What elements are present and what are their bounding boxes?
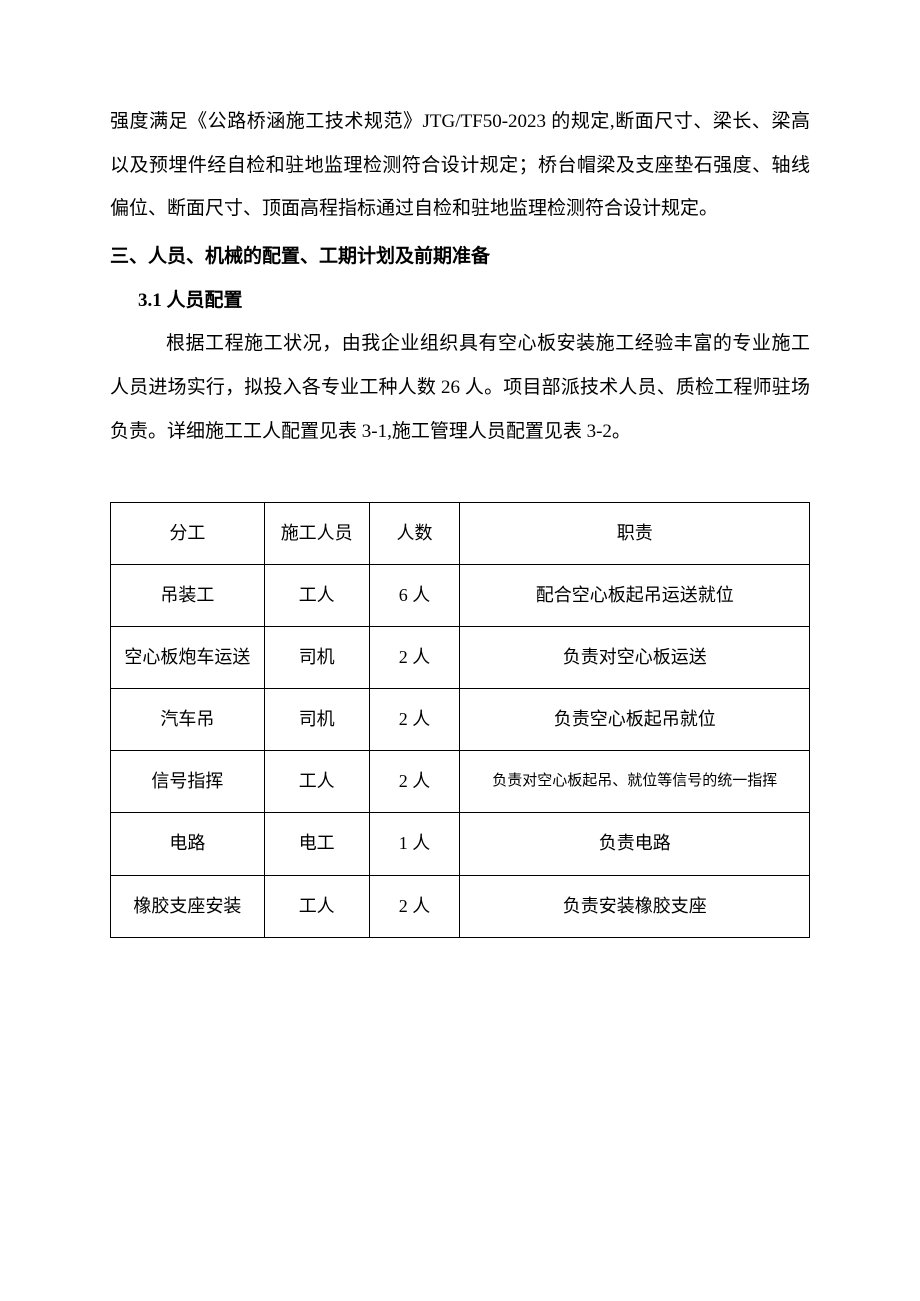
table-row: 电路电工1 人负责电路 — [111, 813, 810, 875]
personnel-table: 分工 施工人员 人数 职责 吊装工工人6 人配合空心板起吊运送就位空心板炮车运送… — [110, 502, 810, 938]
table-cell: 空心板炮车运送 — [111, 626, 265, 688]
table-cell: 负责电路 — [460, 813, 810, 875]
table-cell: 2 人 — [369, 751, 460, 813]
table-cell: 负责对空心板运送 — [460, 626, 810, 688]
table-row: 信号指挥工人2 人负责对空心板起吊、就位等信号的统一指挥 — [111, 751, 810, 813]
table-cell: 橡胶支座安装 — [111, 875, 265, 937]
table-cell: 吊装工 — [111, 564, 265, 626]
table-cell: 负责对空心板起吊、就位等信号的统一指挥 — [460, 751, 810, 813]
table-row: 空心板炮车运送司机2 人负责对空心板运送 — [111, 626, 810, 688]
table-cell: 负责安装橡胶支座 — [460, 875, 810, 937]
table-cell: 2 人 — [369, 875, 460, 937]
table-header-cell: 职责 — [460, 502, 810, 564]
table-header-cell: 人数 — [369, 502, 460, 564]
table-header-cell: 分工 — [111, 502, 265, 564]
body-paragraph-1: 强度满足《公路桥涵施工技术规范》JTG/TF50-2023 的规定,断面尺寸、梁… — [110, 100, 810, 231]
table-row: 汽车吊司机2 人负责空心板起吊就位 — [111, 689, 810, 751]
table-cell: 2 人 — [369, 689, 460, 751]
table-cell: 负责空心板起吊就位 — [460, 689, 810, 751]
table-cell: 电路 — [111, 813, 265, 875]
table-cell: 2 人 — [369, 626, 460, 688]
table-cell: 电工 — [264, 813, 369, 875]
table-body: 吊装工工人6 人配合空心板起吊运送就位空心板炮车运送司机2 人负责对空心板运送汽… — [111, 564, 810, 937]
table-cell: 1 人 — [369, 813, 460, 875]
table-row: 橡胶支座安装工人2 人负责安装橡胶支座 — [111, 875, 810, 937]
table-cell: 工人 — [264, 564, 369, 626]
table-cell: 汽车吊 — [111, 689, 265, 751]
table-cell: 配合空心板起吊运送就位 — [460, 564, 810, 626]
table-cell: 工人 — [264, 751, 369, 813]
body-paragraph-2: 根据工程施工状况，由我企业组织具有空心板安装施工经验丰富的专业施工人员进场实行，… — [110, 322, 810, 453]
table-cell: 信号指挥 — [111, 751, 265, 813]
table-header-row: 分工 施工人员 人数 职责 — [111, 502, 810, 564]
table-cell: 工人 — [264, 875, 369, 937]
table-cell: 司机 — [264, 626, 369, 688]
table-cell: 司机 — [264, 689, 369, 751]
section-heading-3: 三、人员、机械的配置、工期计划及前期准备 — [110, 235, 810, 279]
table-row: 吊装工工人6 人配合空心板起吊运送就位 — [111, 564, 810, 626]
table-header-cell: 施工人员 — [264, 502, 369, 564]
table-cell: 6 人 — [369, 564, 460, 626]
subsection-heading-3-1: 3.1 人员配置 — [110, 279, 810, 323]
